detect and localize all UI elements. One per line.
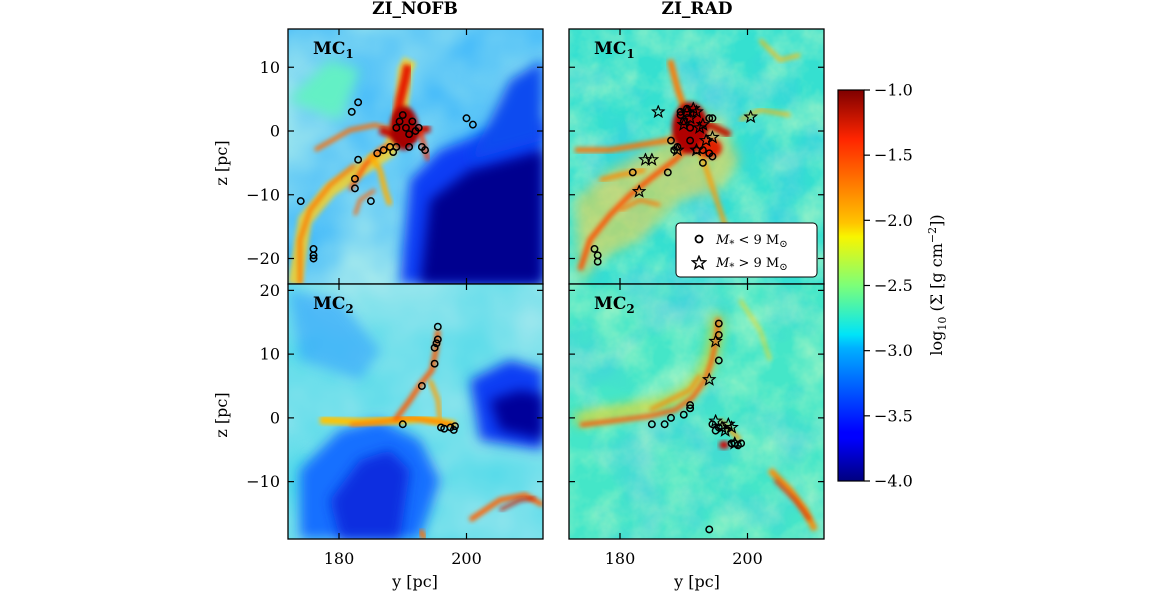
- colorbar-tick-label-0: −1.0: [874, 81, 913, 100]
- sink-circle-1-15: [705, 114, 714, 123]
- panel-zi-nofb-mc2: [288, 284, 543, 539]
- markers-zi-nofb-mc2: [398, 322, 459, 434]
- sink-circle-1-5: [667, 136, 675, 145]
- sink-circle-0-26: [462, 114, 471, 123]
- sink-circle-3-2: [667, 413, 675, 422]
- sink-circle-0-11: [379, 146, 388, 155]
- sink-circle-2-6: [433, 322, 442, 331]
- y-tick-label-0-0: 10: [260, 58, 280, 77]
- y-axis-label-bottom: z [pc]: [212, 392, 231, 437]
- sink-circle-3-11: [714, 319, 723, 328]
- sink-circle-3-16: [705, 525, 714, 534]
- sink-circle-3-4: [686, 404, 695, 413]
- sink-circle-2-11: [451, 422, 459, 431]
- sink-circle-3-3: [679, 410, 688, 419]
- sink-circle-0-21: [408, 117, 417, 126]
- sink-circle-0-9: [354, 98, 363, 107]
- sink-circle-2-0: [398, 420, 407, 429]
- x-axis-label-left: y [pc]: [391, 572, 438, 591]
- sink-circle-0-2: [309, 251, 318, 260]
- sink-circle-0-25: [421, 146, 430, 155]
- sink-circle-0-3: [309, 254, 318, 263]
- colorbar-tick-label-2: −2.0: [874, 211, 913, 230]
- x-tick-label-0-0: 180: [324, 549, 355, 568]
- legend: M* < 9 M⊙ M* > 9 M⊙: [675, 222, 818, 278]
- y-tick-label-0-1: 0: [270, 122, 280, 141]
- sink-circle-0-15: [392, 123, 401, 132]
- sink-circle-0-8: [347, 107, 356, 116]
- sink-circle-3-1: [660, 420, 669, 429]
- colorbar-tick-label-5: −3.5: [874, 406, 913, 425]
- y-tick-label-0-3: −20: [246, 249, 280, 268]
- y-tick-label-1-3: −10: [246, 472, 280, 491]
- sink-circle-0-6: [354, 155, 363, 164]
- sink-circle-0-19: [405, 130, 414, 139]
- panel-zi-rad-mc2: [569, 284, 824, 539]
- legend-item-low-mass: M* < 9 M⊙: [715, 233, 788, 250]
- sink-circle-0-10: [373, 149, 382, 158]
- sink-circle-3-0: [647, 420, 656, 429]
- sink-circle-0-5: [350, 184, 359, 193]
- sink-circle-2-1: [417, 382, 426, 390]
- sink-circle-0-0: [296, 197, 305, 206]
- sink-circle-1-0: [590, 244, 599, 253]
- colorbar-tick-label-4: −3.0: [874, 341, 913, 360]
- x-tick-label-0-1: 200: [451, 549, 482, 568]
- sink-circle-2-4: [432, 339, 441, 348]
- y-axis-label-top: z [pc]: [212, 140, 231, 185]
- colorbar-label: log10 (Σ [g cm−2]): [926, 214, 949, 355]
- sink-circle-0-18: [401, 123, 410, 132]
- sink-circle-1-16: [708, 114, 717, 123]
- colorbar-ticks: −1.0 −1.5 −2.0 −2.5 −3.0 −3.5 −4.0: [864, 81, 913, 491]
- sink-circle-3-5: [686, 401, 695, 410]
- legend-item-high-mass: M* > 9 M⊙: [715, 256, 788, 273]
- panel-zi-nofb-mc1: [288, 29, 543, 284]
- colorbar-gradient: [837, 89, 865, 482]
- panel-label-tl: MC1: [313, 39, 354, 61]
- sink-circle-1-3: [628, 168, 637, 177]
- sink-circle-1-4: [663, 168, 672, 177]
- y-tick-label-0-2: −10: [246, 185, 280, 204]
- column-title-zi-rad: ZI_RAD: [662, 0, 733, 19]
- markers-zi-rad-mc2: [647, 319, 746, 534]
- panel-label-br: MC2: [594, 294, 635, 316]
- sink-circle-1-2: [593, 257, 602, 266]
- markers-zi-nofb-mc1: [296, 98, 477, 263]
- x-tick-label-1-0: 180: [605, 549, 636, 568]
- x-axis-label-right: y [pc]: [673, 572, 720, 591]
- colorbar-tick-label-1: −1.5: [874, 146, 913, 165]
- sink-circle-2-2: [430, 359, 439, 368]
- colorbar-tick-label-6: −4.0: [874, 472, 913, 491]
- legend-circle-marker: [694, 234, 704, 244]
- sink-circle-0-4: [350, 174, 359, 183]
- y-tick-label-1-1: 10: [260, 345, 280, 364]
- sink-circle-0-16: [395, 117, 404, 126]
- axes: 180 200 180 200 10 0 −10 −20 20 10 0 −10: [246, 29, 824, 568]
- x-tick-label-1-1: 200: [732, 549, 763, 568]
- markers-zi-rad-mc1: [590, 102, 758, 266]
- y-tick-label-1-0: 20: [260, 281, 280, 300]
- sink-circle-2-10: [449, 426, 458, 434]
- sink-circle-1-14: [708, 152, 717, 161]
- sink-circle-0-27: [468, 120, 477, 129]
- sink-circle-0-17: [398, 111, 407, 120]
- sink-circle-3-9: [714, 356, 723, 365]
- colorbar-tick-label-3: −2.5: [874, 276, 913, 295]
- sink-circle-0-20: [405, 142, 414, 151]
- sink-circle-0-7: [366, 197, 375, 206]
- colorbar: −1.0 −1.5 −2.0 −2.5 −3.0 −3.5 −4.0 log10 (Σ [g…: [837, 81, 949, 491]
- y-tick-label-1-2: 0: [270, 408, 280, 427]
- panel-label-tr: MC1: [594, 39, 635, 61]
- sink-circle-0-14: [392, 142, 401, 151]
- sink-circle-1-20: [686, 136, 695, 145]
- panel-label-bl: MC2: [313, 294, 354, 316]
- sink-circle-0-23: [414, 123, 423, 132]
- sink-circle-2-5: [433, 335, 442, 344]
- sink-circle-2-3: [430, 343, 439, 352]
- sink-circle-1-17: [698, 158, 707, 167]
- column-title-zi-nofb: ZI_NOFB: [372, 0, 458, 19]
